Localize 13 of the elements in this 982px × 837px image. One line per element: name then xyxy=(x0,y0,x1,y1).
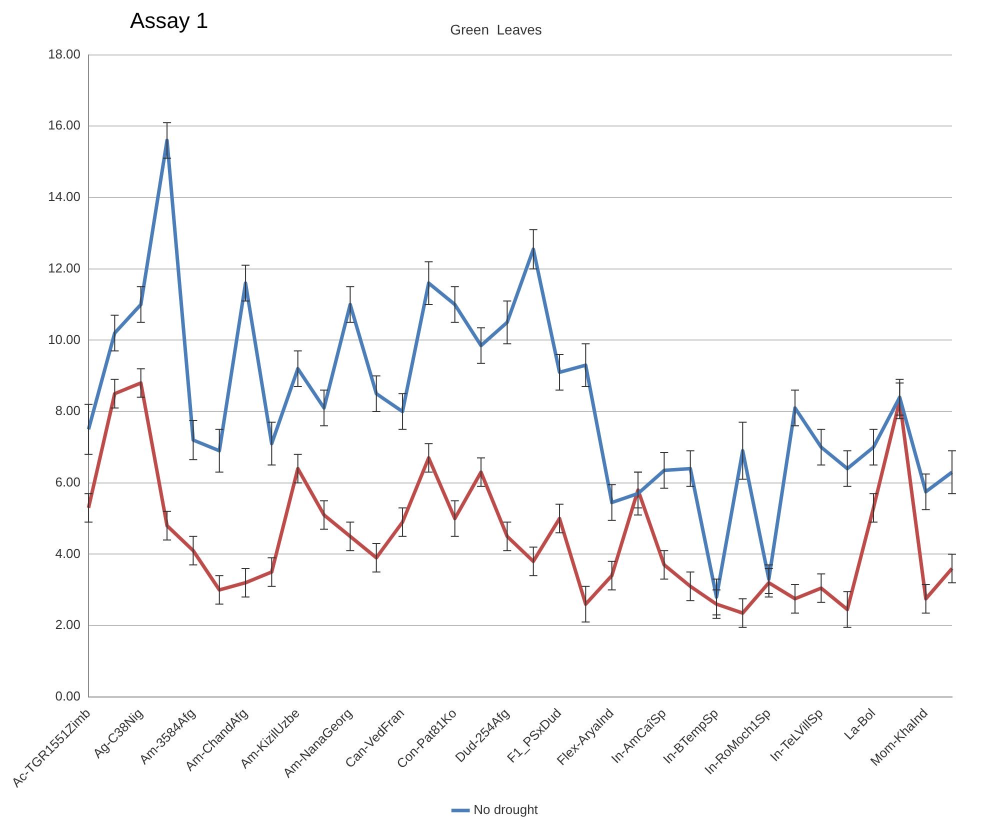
y-tick-label: 4.00 xyxy=(55,546,81,561)
chart-title: Green Leaves xyxy=(450,21,542,38)
legend-label: No drought xyxy=(474,802,538,818)
y-tick-label: 18.00 xyxy=(48,46,81,62)
y-tick-label: 2.00 xyxy=(55,617,81,632)
y-tick-label: 10.00 xyxy=(48,332,81,347)
y-tick-label: 6.00 xyxy=(55,474,81,490)
text: Assay 1 xyxy=(130,8,208,34)
y-tick-label: 12.00 xyxy=(48,260,81,276)
y-tick-label: 14.00 xyxy=(48,189,81,204)
y-tick-label: 16.00 xyxy=(48,118,81,133)
y-tick-label: 0.00 xyxy=(55,688,81,704)
y-tick-label: 8.00 xyxy=(55,403,81,418)
